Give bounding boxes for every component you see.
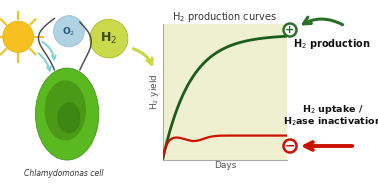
Circle shape — [284, 139, 296, 153]
X-axis label: Days: Days — [214, 162, 236, 170]
FancyArrowPatch shape — [133, 49, 152, 64]
Circle shape — [54, 16, 84, 47]
Text: H$_2$ase inactivation: H$_2$ase inactivation — [284, 116, 378, 128]
Ellipse shape — [45, 81, 85, 140]
Ellipse shape — [58, 103, 80, 132]
Text: H$_2$ uptake /: H$_2$ uptake / — [302, 102, 364, 116]
FancyArrowPatch shape — [42, 42, 56, 59]
Ellipse shape — [36, 68, 99, 160]
Text: Chlamydomonas cell: Chlamydomonas cell — [24, 169, 103, 178]
Text: H$_2$: H$_2$ — [100, 31, 118, 46]
Text: +: + — [285, 25, 294, 35]
Circle shape — [3, 21, 34, 52]
FancyArrowPatch shape — [305, 142, 352, 150]
Text: H$_2$ production: H$_2$ production — [293, 37, 371, 51]
FancyArrowPatch shape — [304, 17, 342, 25]
Text: −: − — [285, 139, 295, 153]
Circle shape — [90, 19, 128, 58]
Circle shape — [284, 24, 296, 36]
Text: O$_2$: O$_2$ — [62, 25, 76, 38]
Title: H$_2$ production curves: H$_2$ production curves — [172, 10, 277, 24]
Y-axis label: H$_2$ yield: H$_2$ yield — [148, 74, 161, 110]
FancyArrowPatch shape — [39, 53, 51, 71]
